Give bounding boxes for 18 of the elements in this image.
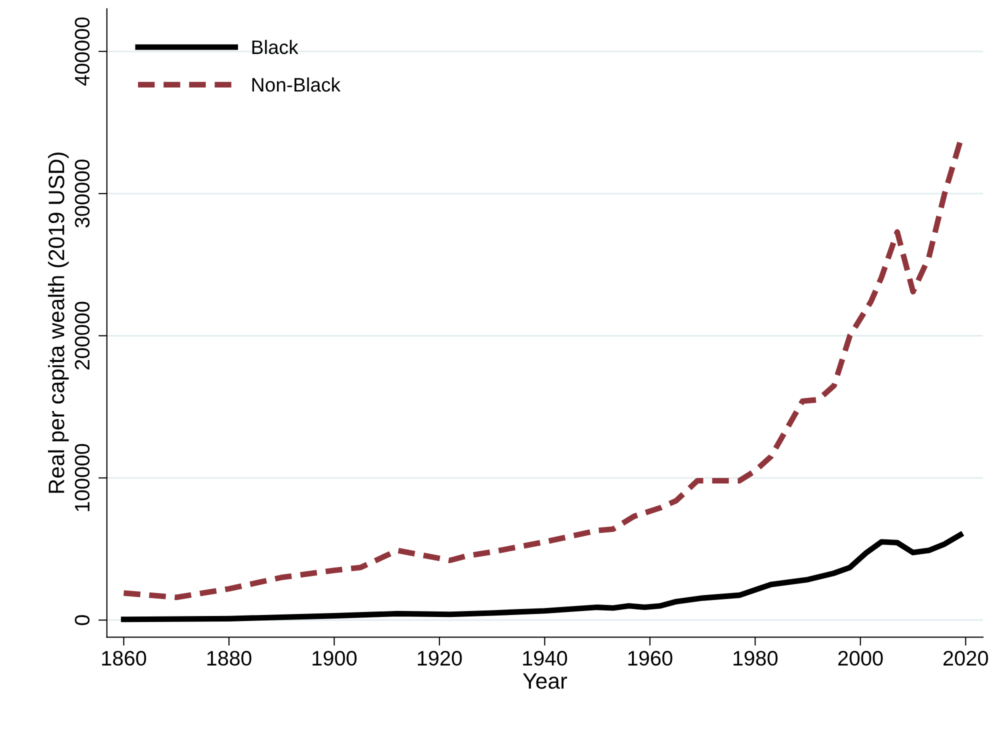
y-tick-label: 400000	[74, 17, 90, 86]
x-tick-label: 1880	[207, 650, 252, 666]
x-tick-label: 1980	[734, 650, 778, 666]
legend-label: Black	[252, 40, 298, 54]
x-tick-label: 1900	[312, 650, 357, 666]
x-tick-label: 2000	[838, 650, 883, 666]
x-tick-label: 1960	[628, 650, 672, 666]
x-axis-title: Year	[522, 673, 568, 689]
x-tick-label: 1920	[418, 650, 462, 666]
y-tick-label: 0	[74, 615, 90, 626]
legend-label: Non-Black	[252, 77, 340, 92]
y-axis-title: Real per capita wealth (2019 USD)	[48, 152, 69, 493]
x-tick-label: 2020	[944, 650, 988, 666]
y-tick-label: 300000	[74, 160, 90, 228]
y-tick-label: 200000	[74, 302, 90, 370]
y-tick-label: 100000	[74, 444, 90, 512]
x-tick-label: 1940	[523, 650, 568, 666]
x-tick-label: 1860	[102, 650, 146, 666]
